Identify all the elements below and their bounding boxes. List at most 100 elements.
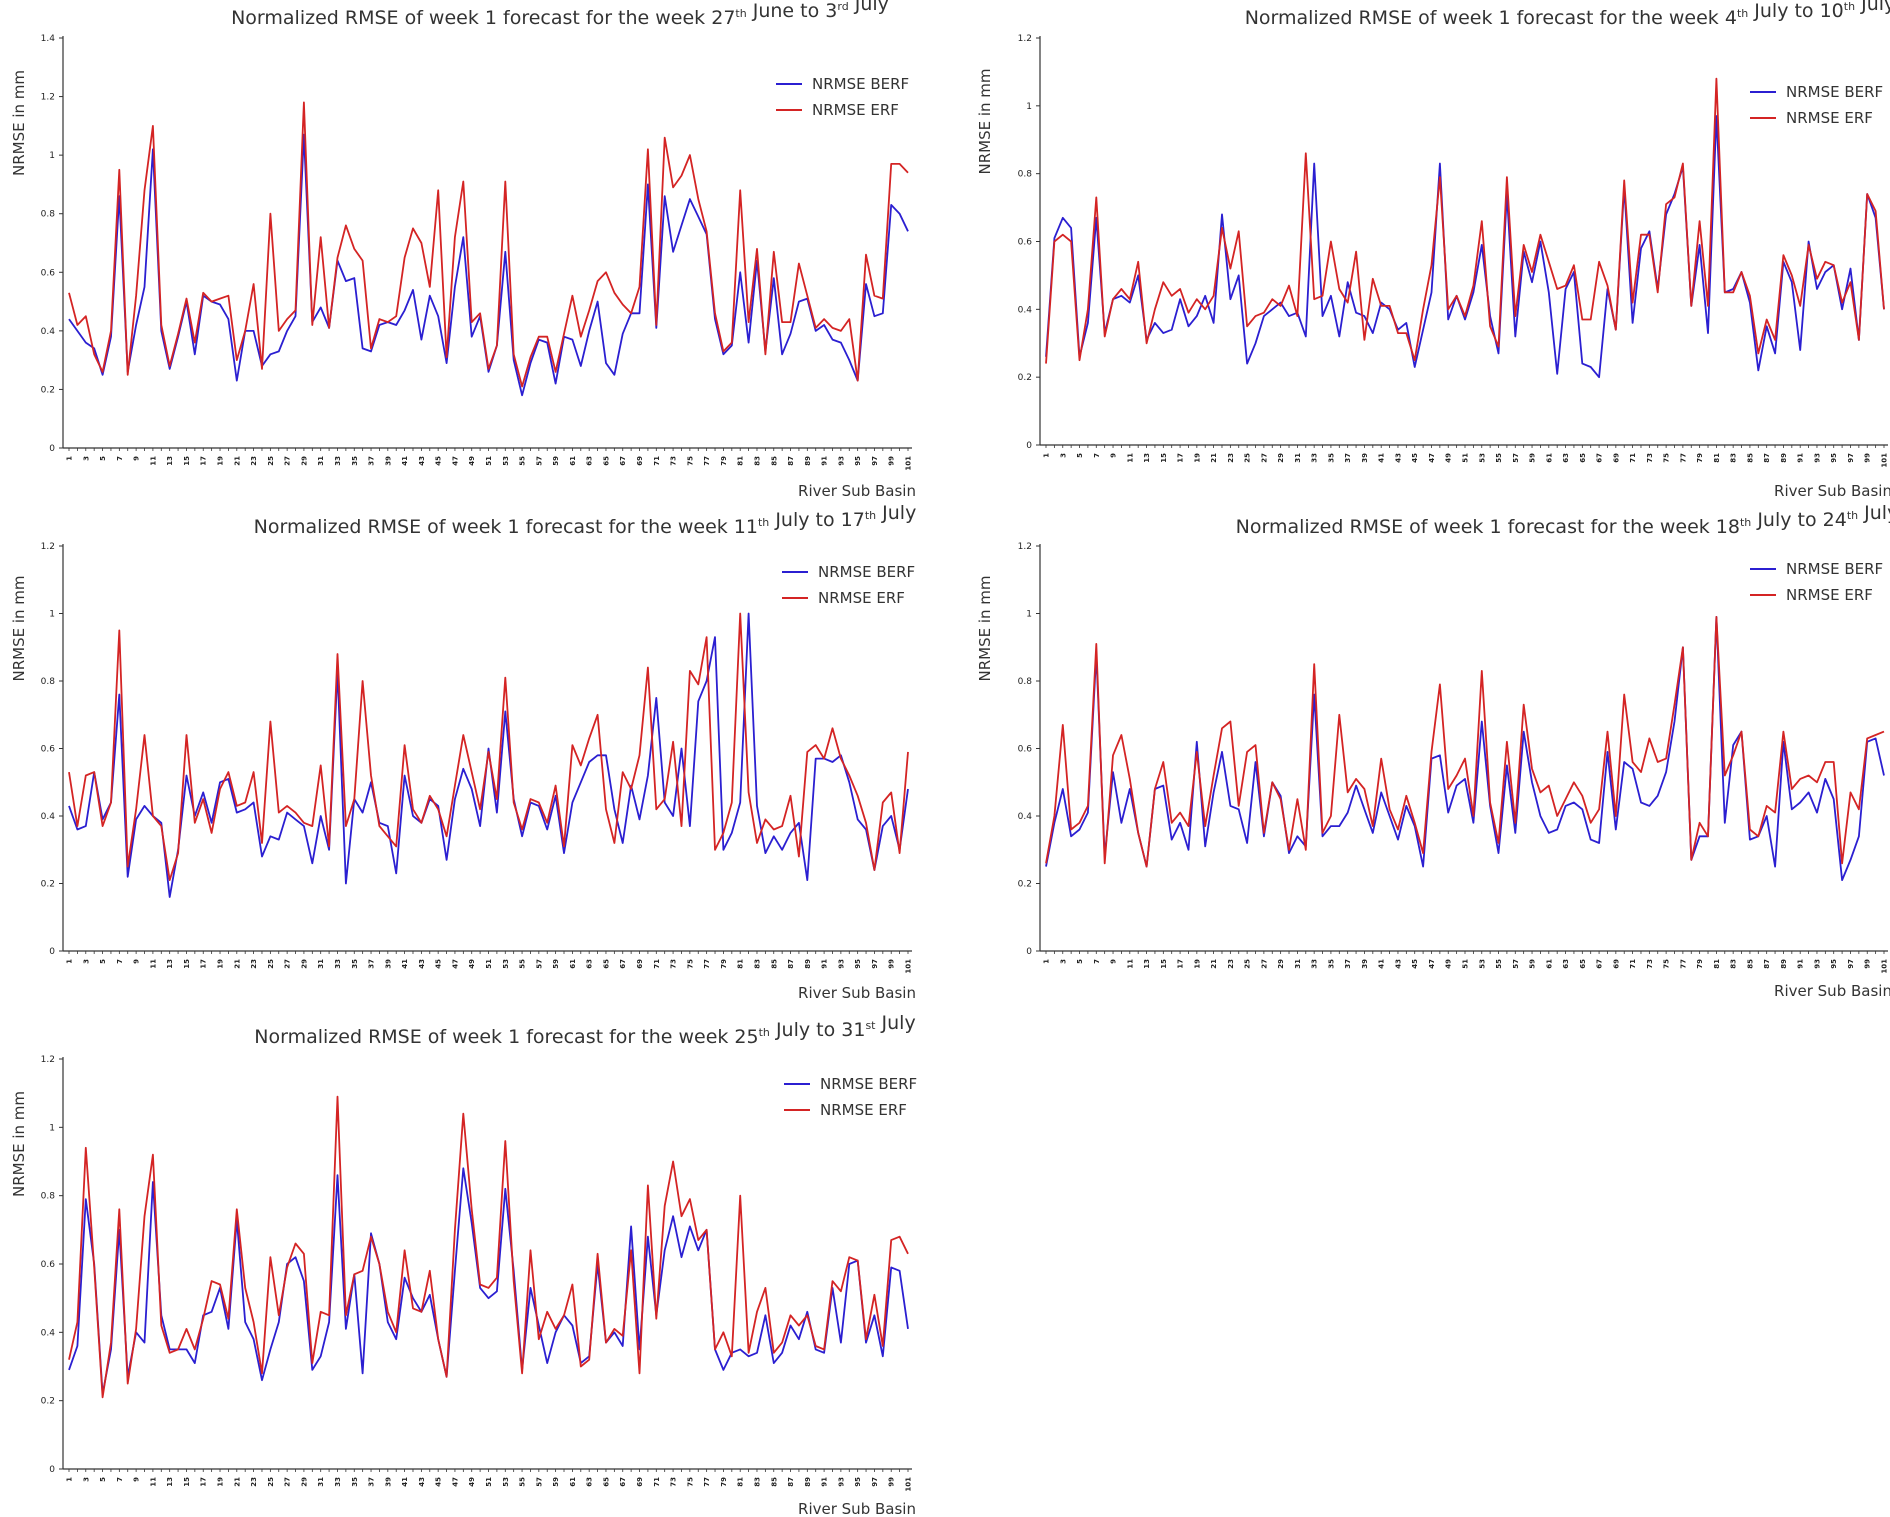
x-tick-label: 63 xyxy=(1562,453,1570,463)
x-tick-label: 61 xyxy=(569,456,577,466)
x-tick-label: 19 xyxy=(217,456,225,466)
x-axis-label: River Sub Basin xyxy=(1774,982,1890,1000)
x-tick-label: 77 xyxy=(703,456,711,466)
x-tick-label: 29 xyxy=(1277,959,1285,969)
x-tick-label: 47 xyxy=(451,456,459,466)
x-tick-label: 9 xyxy=(1110,453,1118,458)
x-tick-label: 3 xyxy=(1059,959,1067,964)
chart-title: Normalized RMSE of week 1 forecast for t… xyxy=(231,0,889,29)
y-tick-label: 1 xyxy=(1026,610,1032,620)
x-tick-label: 13 xyxy=(166,959,174,969)
legend-label: NRMSE BERF xyxy=(1786,83,1883,101)
x-tick-label: 73 xyxy=(670,959,678,969)
x-tick-label: 7 xyxy=(116,1477,124,1482)
x-tick-label: 53 xyxy=(502,1477,510,1487)
y-axis-label: NRMSE in mm xyxy=(10,70,28,176)
x-tick-label: 45 xyxy=(1411,453,1419,463)
x-tick-label: 99 xyxy=(1864,453,1872,463)
x-tick-label: 9 xyxy=(133,1477,141,1482)
x-tick-label: 21 xyxy=(233,959,241,969)
x-tick-label: 1 xyxy=(66,1477,74,1482)
x-tick-label: 19 xyxy=(1193,453,1201,463)
x-tick-label: 63 xyxy=(586,1477,594,1487)
x-tick-label: 3 xyxy=(82,1477,90,1482)
x-tick-label: 39 xyxy=(384,456,392,466)
chart-panel-4: 00.20.40.60.811.21 3 5 7 9 11 13 15 17 19 21 23 25 27… xyxy=(976,502,1890,1000)
y-tick-label: 0.8 xyxy=(41,210,56,220)
x-tick-label: 3 xyxy=(1059,453,1067,458)
x-tick-label: 89 xyxy=(804,456,812,466)
x-tick-label: 33 xyxy=(1311,453,1319,463)
x-tick-label: 25 xyxy=(267,456,275,466)
x-tick-label: 43 xyxy=(418,456,426,466)
x-tick-label: 101 xyxy=(1881,453,1889,468)
chart-panel-5: 00.20.40.60.811.21 3 5 7 9 11 13 15 17 19 21 23 25 27… xyxy=(10,1012,917,1517)
series-line-nrmse-erf xyxy=(68,612,909,881)
x-tick-label: 49 xyxy=(468,959,476,969)
x-tick-label: 37 xyxy=(1344,959,1352,969)
x-tick-label: 79 xyxy=(1696,959,1704,969)
x-tick-label: 95 xyxy=(1830,453,1838,463)
x-tick-label: 27 xyxy=(1260,453,1268,463)
x-tick-label: 85 xyxy=(1746,959,1754,969)
x-tick-label: 15 xyxy=(1160,453,1168,463)
x-tick-label: 7 xyxy=(116,959,124,964)
x-tick-label: 45 xyxy=(435,959,443,969)
x-tick-label: 99 xyxy=(888,456,896,466)
x-tick-label: 57 xyxy=(535,1477,543,1487)
x-tick-label: 5 xyxy=(99,1477,107,1482)
x-tick-label: 25 xyxy=(267,1477,275,1487)
x-axis-label: River Sub Basin xyxy=(798,1500,916,1517)
legend-label: NRMSE BERF xyxy=(1786,560,1883,578)
y-tick-label: 0.8 xyxy=(1018,170,1033,180)
x-tick-label: 53 xyxy=(502,959,510,969)
x-tick-label: 45 xyxy=(435,456,443,466)
x-tick-label: 53 xyxy=(1478,959,1486,969)
x-tick-label: 5 xyxy=(99,959,107,964)
x-tick-label: 5 xyxy=(1076,453,1084,458)
y-tick-label: 1 xyxy=(1026,102,1032,112)
y-tick-label: 1.2 xyxy=(1018,542,1032,552)
x-tick-label: 83 xyxy=(753,456,761,466)
y-axis-label: NRMSE in mm xyxy=(976,68,994,174)
y-tick-label: 0 xyxy=(1026,441,1032,451)
x-tick-label: 11 xyxy=(1126,453,1134,463)
x-tick-label: 81 xyxy=(737,1477,745,1487)
x-tick-label: 19 xyxy=(217,1477,225,1487)
y-tick-label: 0.6 xyxy=(1018,745,1033,755)
series-line-nrmse-berf xyxy=(1045,616,1885,881)
x-tick-label: 57 xyxy=(535,456,543,466)
x-tick-label: 71 xyxy=(1629,959,1637,969)
x-tick-label: 55 xyxy=(519,456,527,466)
x-tick-label: 29 xyxy=(300,1477,308,1487)
x-tick-label: 13 xyxy=(166,1477,174,1487)
x-tick-label: 37 xyxy=(368,456,376,466)
x-tick-label: 9 xyxy=(133,959,141,964)
y-tick-label: 0.6 xyxy=(1018,238,1033,248)
chart-title: Normalized RMSE of week 1 forecast for t… xyxy=(254,502,917,538)
x-tick-label: 17 xyxy=(200,456,208,466)
x-tick-label: 33 xyxy=(334,959,342,969)
x-tick-label: 79 xyxy=(720,456,728,466)
legend: NRMSE BERF NRMSE ERF xyxy=(1750,83,1883,127)
x-tick-label: 51 xyxy=(1462,453,1470,463)
x-tick-label: 41 xyxy=(1378,453,1386,463)
x-tick-label: 35 xyxy=(1327,959,1335,969)
x-tick-label: 83 xyxy=(1730,453,1738,463)
x-tick-label: 17 xyxy=(200,1477,208,1487)
series-line-nrmse-erf xyxy=(1045,616,1885,868)
x-tick-label: 35 xyxy=(351,1477,359,1487)
x-tick-label: 35 xyxy=(351,959,359,969)
x-tick-label: 25 xyxy=(1244,453,1252,463)
x-tick-label: 71 xyxy=(653,1477,661,1487)
x-tick-label: 23 xyxy=(1227,959,1235,969)
y-axis-label: NRMSE in mm xyxy=(976,575,994,681)
legend: NRMSE BERF NRMSE ERF xyxy=(782,563,915,607)
x-tick-label: 1 xyxy=(66,959,74,964)
y-axis-label: NRMSE in mm xyxy=(10,1091,28,1197)
y-tick-label: 0.8 xyxy=(41,677,56,687)
x-tick-label: 95 xyxy=(854,456,862,466)
x-tick-label: 99 xyxy=(888,959,896,969)
x-tick-label: 57 xyxy=(1512,959,1520,969)
